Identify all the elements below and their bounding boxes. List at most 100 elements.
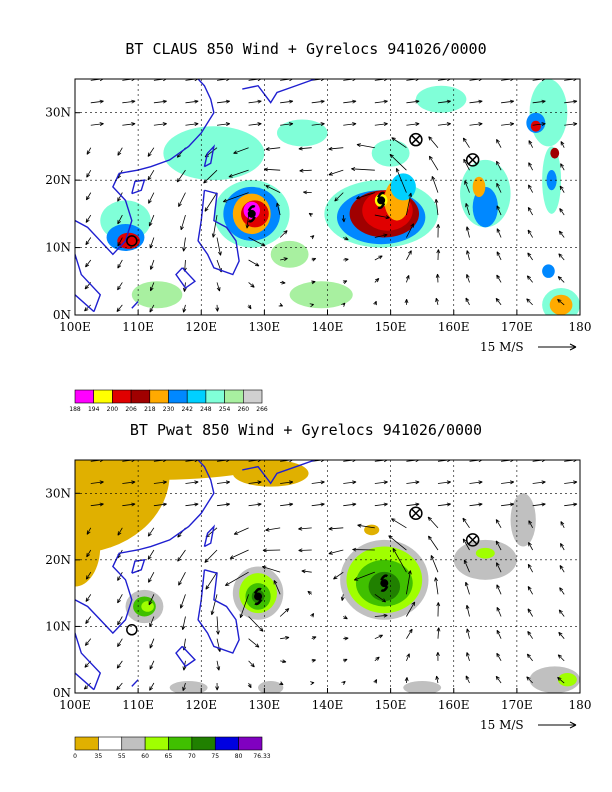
legend-label: 266 xyxy=(256,406,268,413)
wind-arrow xyxy=(182,237,186,252)
legend-label: 242 xyxy=(181,406,193,413)
wind-arrow xyxy=(211,215,218,238)
wind-arrow xyxy=(149,282,155,292)
wind-arrow xyxy=(406,570,412,595)
legend-swatch xyxy=(93,389,113,404)
wind-arrow xyxy=(153,122,167,127)
wind-arrow xyxy=(185,99,199,104)
legend-swatch xyxy=(238,736,263,751)
wind-arrow xyxy=(85,594,92,602)
legend-swatch xyxy=(112,389,132,404)
wind-arrow xyxy=(404,299,409,305)
wind-arrow xyxy=(436,602,441,617)
wind-arrow xyxy=(278,302,284,307)
gridlines xyxy=(75,460,580,693)
legend-label: 76.33 xyxy=(253,753,270,760)
wind-arrow xyxy=(343,636,349,641)
wind-arrow xyxy=(328,146,344,151)
wind-arrow xyxy=(558,631,565,639)
wind-arrow xyxy=(216,616,220,635)
shaded-cell xyxy=(510,493,536,547)
wind-arrow xyxy=(469,502,483,507)
gridlines xyxy=(75,79,580,315)
wind-arrow xyxy=(526,676,533,684)
wind-arrow xyxy=(469,480,483,485)
hurricane-symbol-arms xyxy=(380,574,389,592)
wind-arrow xyxy=(178,192,186,207)
wind-arrow xyxy=(406,192,413,216)
vector-reference-label: 15 M/S xyxy=(480,718,524,732)
wind-arrow xyxy=(280,480,294,485)
wind-arrow xyxy=(328,526,344,531)
wind-arrow xyxy=(86,549,92,558)
wind-arrow xyxy=(352,547,375,552)
hurricane-symbol xyxy=(377,196,386,205)
wind-arrow xyxy=(495,540,502,551)
wind-arrow xyxy=(298,146,312,151)
wind-arrow xyxy=(466,628,470,639)
open-circle-symbol xyxy=(126,235,138,247)
legend-swatch xyxy=(74,389,95,404)
hurricane-symbol-arms xyxy=(377,191,386,210)
wind-arrow xyxy=(117,527,123,536)
shaded-field xyxy=(100,79,580,315)
coastline xyxy=(175,267,196,290)
wind-arrow xyxy=(117,192,123,202)
wind-arrow xyxy=(222,192,249,203)
wind-arrow xyxy=(233,147,249,154)
vector-reference-arrow xyxy=(538,721,577,729)
wind-arrow xyxy=(496,652,502,662)
wind-arrow xyxy=(343,122,357,127)
wind-arrow xyxy=(311,99,325,104)
wind-arrow xyxy=(496,629,502,639)
chart-title-pwat: BT Pwat 850 Wind + Gyrelocs 941026/0000 xyxy=(129,421,483,439)
x-tick-label: 140E xyxy=(312,698,344,712)
wind-arrow xyxy=(280,99,294,104)
wind-arrow xyxy=(343,615,348,620)
wind-arrow xyxy=(343,236,349,241)
wind-arrow xyxy=(262,548,281,553)
wind-arrow xyxy=(149,682,155,691)
shaded-cell xyxy=(472,186,498,228)
crossed-circle-symbol xyxy=(465,533,480,547)
wind-arrow xyxy=(117,214,123,225)
wind-arrow xyxy=(117,259,123,269)
wind-arrow xyxy=(148,571,155,583)
wind-arrow xyxy=(311,636,317,640)
legend-swatch xyxy=(224,389,244,404)
wind-arrow xyxy=(392,548,407,573)
wind-arrow xyxy=(557,276,565,283)
wind-arrow xyxy=(532,122,546,127)
wind-arrow xyxy=(527,206,534,216)
wind-arrow xyxy=(528,184,534,193)
legend-label: 188 xyxy=(69,406,81,413)
wind-arrow xyxy=(559,587,565,595)
wind-arrow xyxy=(343,257,349,262)
shaded-cell xyxy=(472,176,486,197)
wind-arrow xyxy=(469,122,483,127)
wind-arrow xyxy=(437,502,451,507)
wind-arrow xyxy=(248,502,262,507)
legend-label: 55 xyxy=(118,753,126,760)
wind-arrow xyxy=(527,608,533,617)
wind-arrow xyxy=(558,230,565,238)
wind-arrow xyxy=(496,160,502,171)
wind-arrow xyxy=(247,304,252,310)
wind-arrow xyxy=(280,280,286,285)
wind-arrow xyxy=(558,609,565,617)
legend-label: 260 xyxy=(238,406,250,413)
wind-arrow xyxy=(406,653,410,661)
wind-arrow xyxy=(465,675,470,684)
legend-label: 248 xyxy=(200,406,212,413)
legend-swatch xyxy=(205,389,225,404)
wind-arrow xyxy=(308,212,314,217)
crossed-circle-cross xyxy=(411,135,421,145)
legend-label: 60 xyxy=(141,753,149,760)
wind-arrow xyxy=(178,571,186,586)
x-tick-label: 160E xyxy=(438,698,470,712)
wind-arrow xyxy=(205,571,218,590)
wind-arrow xyxy=(564,122,578,127)
shaded-cell xyxy=(475,547,495,559)
legend-swatch xyxy=(130,389,151,404)
legend-swatch xyxy=(149,389,169,404)
